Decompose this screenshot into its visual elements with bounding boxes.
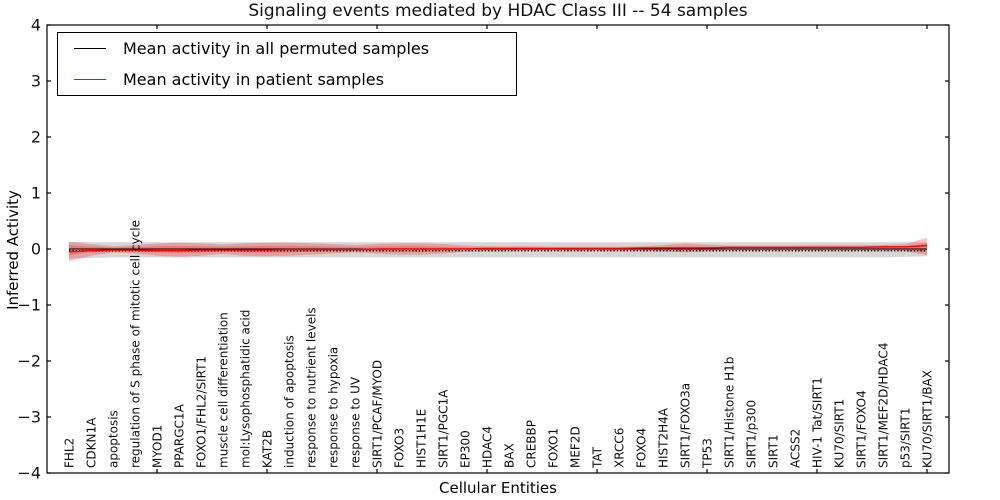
x-category-label: FHL2 bbox=[63, 438, 77, 468]
y-tick-label: −1 bbox=[17, 296, 41, 315]
x-category-label: FOXO3 bbox=[393, 428, 407, 468]
x-category-label: SIRT1/Histone H1b bbox=[723, 357, 737, 468]
x-category-label: KAT2B bbox=[261, 430, 275, 468]
x-category-label: BAX bbox=[503, 443, 517, 468]
y-tick-label: 2 bbox=[31, 128, 41, 147]
x-axis-label: Cellular Entities bbox=[439, 479, 557, 497]
x-category-label: CREBBP bbox=[525, 420, 539, 468]
y-tick-label: −4 bbox=[17, 464, 41, 483]
legend-label-permuted: Mean activity in all permuted samples bbox=[123, 39, 430, 58]
y-tick-label: 0 bbox=[31, 240, 41, 259]
x-category-label: HDAC4 bbox=[481, 426, 495, 468]
x-category-label: response to hypoxia bbox=[327, 347, 341, 468]
x-category-label: mol:Lysophosphatidic acid bbox=[239, 310, 253, 468]
x-category-label: SIRT1/FOXO4 bbox=[855, 390, 869, 468]
y-tick-label: −3 bbox=[17, 408, 41, 427]
y-tick-label: 1 bbox=[31, 184, 41, 203]
x-category-label: SIRT1/PGC1A bbox=[437, 389, 451, 468]
x-category-label: KU70/SIRT1 bbox=[833, 399, 847, 468]
legend: Mean activity in all permuted samples Me… bbox=[57, 32, 517, 96]
x-category-label: FOXO1 bbox=[547, 428, 561, 468]
x-category-label: SIRT1/FOXO3a bbox=[679, 383, 693, 468]
x-category-label: TP53 bbox=[701, 438, 715, 469]
y-tick-label: −2 bbox=[17, 352, 41, 371]
patient-mean-line bbox=[68, 244, 928, 253]
x-category-label: SIRT1/MEF2D/HDAC4 bbox=[877, 343, 891, 468]
x-category-label: p53/SIRT1 bbox=[899, 407, 913, 468]
permuted-line-swatch bbox=[74, 48, 106, 49]
x-category-label: HIST1H1E bbox=[415, 409, 429, 468]
x-category-label: FOXO1/FHL2/SIRT1 bbox=[195, 356, 209, 468]
x-category-label: PPARGC1A bbox=[173, 403, 187, 468]
patient-line-swatch bbox=[74, 79, 106, 80]
x-category-label: EP300 bbox=[459, 430, 473, 468]
x-category-label: regulation of S phase of mitotic cell cy… bbox=[129, 220, 143, 468]
x-category-label: CDKN1A bbox=[85, 417, 99, 468]
x-category-label: SIRT1/p300 bbox=[745, 400, 759, 468]
y-tick-label: 4 bbox=[31, 16, 41, 35]
x-category-label: FOXO4 bbox=[635, 428, 649, 468]
x-category-label: HIV-1 Tat/SIRT1 bbox=[811, 377, 825, 468]
y-tick-label: 3 bbox=[31, 72, 41, 91]
x-category-label: MEF2D bbox=[569, 426, 583, 468]
x-category-label: XRCC6 bbox=[613, 428, 627, 468]
x-category-label: MYOD1 bbox=[151, 425, 165, 468]
chart-title: Signaling events mediated by HDAC Class … bbox=[248, 1, 748, 21]
x-category-label: SIRT1 bbox=[767, 434, 781, 468]
x-category-label: ACSS2 bbox=[789, 429, 803, 468]
legend-label-patient: Mean activity in patient samples bbox=[123, 70, 384, 89]
x-category-label: response to nutrient levels bbox=[305, 307, 319, 468]
x-category-label: SIRT1/PCAF/MYOD bbox=[371, 360, 385, 468]
y-axis-label: Inferred Activity bbox=[4, 190, 22, 310]
x-category-label: KU70/SIRT1/BAX bbox=[921, 370, 935, 468]
x-category-label: HIST2H4A bbox=[657, 407, 671, 468]
legend-item-permuted: Mean activity in all permuted samples bbox=[58, 34, 516, 64]
x-category-label: response to UV bbox=[349, 376, 363, 468]
x-category-label: TAT bbox=[591, 446, 605, 469]
x-category-label: induction of apoptosis bbox=[283, 335, 297, 468]
x-category-label: muscle cell differentiation bbox=[217, 312, 231, 468]
x-category-label: apoptosis bbox=[107, 410, 121, 468]
legend-item-patient: Mean activity in patient samples bbox=[58, 65, 516, 95]
